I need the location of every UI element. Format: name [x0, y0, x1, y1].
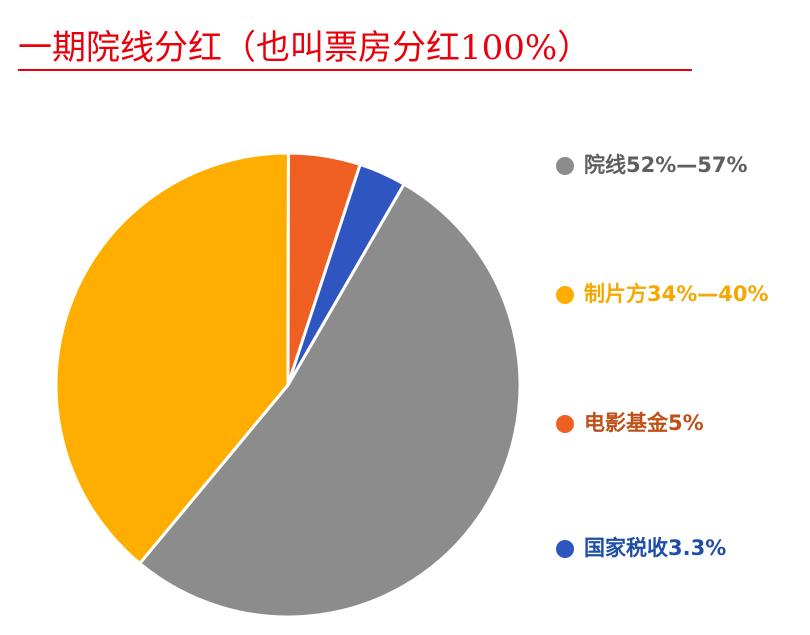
legend-marker	[556, 415, 574, 433]
legend-marker	[556, 540, 574, 558]
pie-slice	[54, 151, 290, 566]
legend-label: 电影基金5%	[584, 411, 704, 435]
legend-label: 国家税收3.3%	[584, 536, 726, 560]
legend-label: 制片方34%—40%	[584, 282, 769, 306]
pie-slice	[286, 162, 407, 386]
pie	[54, 151, 522, 619]
legend-label: 院线52%—57%	[584, 153, 748, 177]
pie-slice	[137, 182, 522, 619]
legend: 院线52%—57% 制片方34%—40% 电影基金5% 国家税收3.3%	[556, 153, 769, 560]
legend-marker	[556, 286, 574, 304]
chart-title: 一期院线分红（也叫票房分红100%）	[18, 28, 591, 68]
legend-marker	[556, 157, 574, 175]
